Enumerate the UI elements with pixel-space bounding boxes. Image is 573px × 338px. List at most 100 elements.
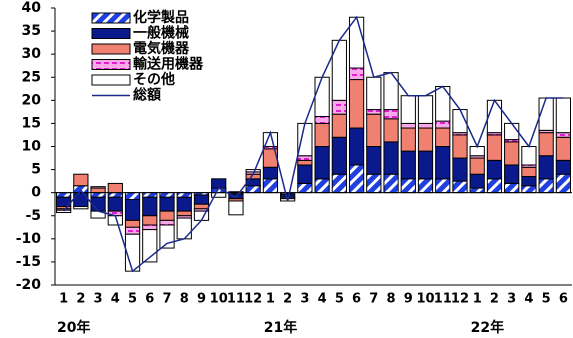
bar-segment [435,178,451,194]
bar-segment [366,173,382,194]
legend-swatch [91,43,131,55]
x-tick-label: 2 [76,292,85,307]
bar-segment [124,192,141,201]
x-tick-label: 10 [210,292,228,307]
bar-segment [521,146,537,166]
bar-segment [383,118,399,143]
bar-segment [469,173,485,189]
x-tick-label: 5 [335,292,344,307]
x-tick-label: 3 [507,292,516,307]
bar-segment [211,178,227,189]
year-label: 21年 [264,319,297,336]
bar-segment [504,122,520,141]
bar-segment [297,182,313,194]
x-tick-label: 4 [524,292,533,307]
bar-segment [314,76,330,117]
x-tick-label: 9 [404,292,413,307]
bar-segment [124,219,141,228]
bar-segment [142,224,158,231]
bar-segment [107,196,123,212]
bar-segment [521,166,537,178]
bar-segment [486,159,503,180]
x-tick-label: 4 [111,292,120,307]
y-tick-label: 15 [22,115,41,131]
legend-label: 総額 [133,87,161,104]
bar-segment [417,122,434,129]
bar-segment [90,187,106,194]
bar-segment [504,164,520,184]
bar-segment [383,141,399,175]
bar-segment [107,182,123,194]
bar-segment [366,109,382,115]
bar-segment [383,109,399,120]
bar-segment [262,178,279,194]
bar-segment [73,192,89,208]
bar-segment [142,215,158,226]
y-tick-label: -5 [25,208,41,224]
bar-segment [297,155,313,161]
legend-label: その他 [133,71,175,88]
legend-label: 化学製品 [133,9,189,26]
legend-label: 一般機械 [133,25,189,42]
x-tick-label: 1 [266,292,275,307]
y-tick-label: 30 [22,46,42,62]
bar-segment [366,76,382,111]
bar-segment [297,122,313,157]
bar-segment [435,85,451,122]
bar-segment [314,178,330,194]
bar-segment [314,122,330,147]
bar-segment [504,182,520,194]
x-tick-label: 11 [227,292,245,307]
bar-segment [452,157,468,182]
x-tick-label: 11 [434,292,452,307]
bar-segment [331,99,347,115]
bar-segment [400,122,416,129]
bar-segment [486,99,503,134]
legend-swatch [91,74,131,86]
y-tick-label: 5 [31,162,41,178]
bar-segment [193,203,210,210]
x-tick-label: 8 [387,292,396,307]
bar-segment [90,192,106,198]
bar-segment [297,159,313,166]
y-tick-label: -15 [16,254,41,270]
bar-segment [73,206,89,210]
bar-segment [521,185,537,194]
y-tick-label: 25 [22,69,41,85]
bar-segment [538,178,554,194]
x-tick-label: 6 [145,292,154,307]
bar-segment [56,192,72,198]
bar-segment [555,136,571,161]
bar-segment [435,146,451,180]
x-tick-label: 7 [369,292,378,307]
bar-segment [262,166,279,180]
x-tick-label: 1 [59,292,68,307]
year-label: 22年 [471,319,504,336]
bar-segment [555,159,571,175]
bar-segment [159,196,175,212]
bar-segment [176,217,192,240]
bar-segment [417,95,434,124]
y-tick-label: 40 [22,0,42,16]
bar-segment [400,127,416,152]
x-tick-label: 12 [244,292,262,307]
y-tick-label: 0 [31,185,41,201]
bar-segment [348,79,365,129]
bar-segment [400,150,416,180]
x-tick-label: 12 [451,292,469,307]
bar-segment [331,136,347,175]
x-tick-label: 9 [197,292,206,307]
bar-segment [297,164,313,184]
bar-segment [142,196,158,217]
x-tick-label: 7 [162,292,171,307]
x-tick-label: 8 [180,292,189,307]
bar-segment [159,219,175,226]
bar-segment [348,127,365,166]
bar-segment [159,210,175,221]
bar-segment [469,157,485,175]
y-tick-label: -20 [16,277,42,293]
x-tick-label: 10 [416,292,434,307]
bar-segment [366,113,382,147]
bar-segment [417,127,434,152]
